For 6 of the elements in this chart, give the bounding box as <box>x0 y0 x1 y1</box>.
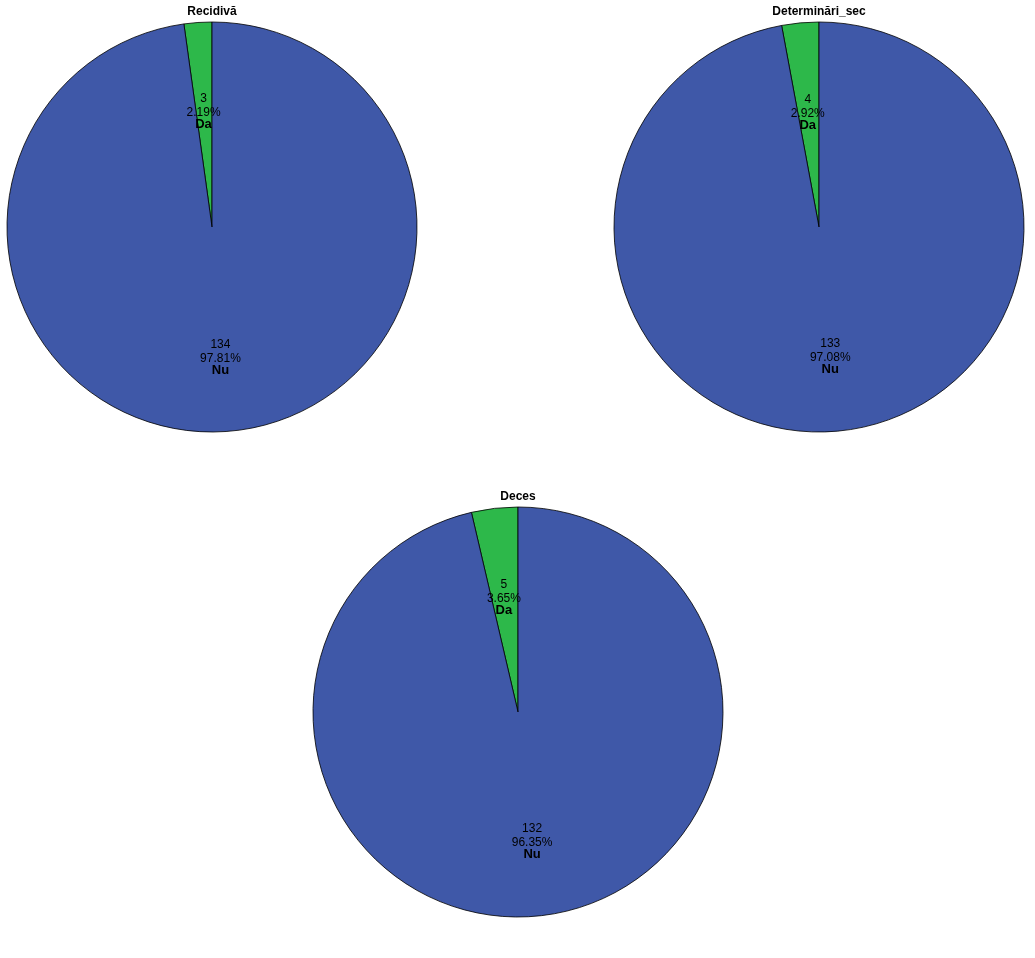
chart-title: Deces <box>499 489 536 504</box>
slice-label: Da <box>495 601 513 617</box>
chart-title: Recidivă <box>187 4 238 19</box>
chart-title: Determinări_sec <box>772 4 867 19</box>
data-label: 3 2.19% <box>186 91 221 120</box>
slice-label: Da <box>799 116 817 132</box>
